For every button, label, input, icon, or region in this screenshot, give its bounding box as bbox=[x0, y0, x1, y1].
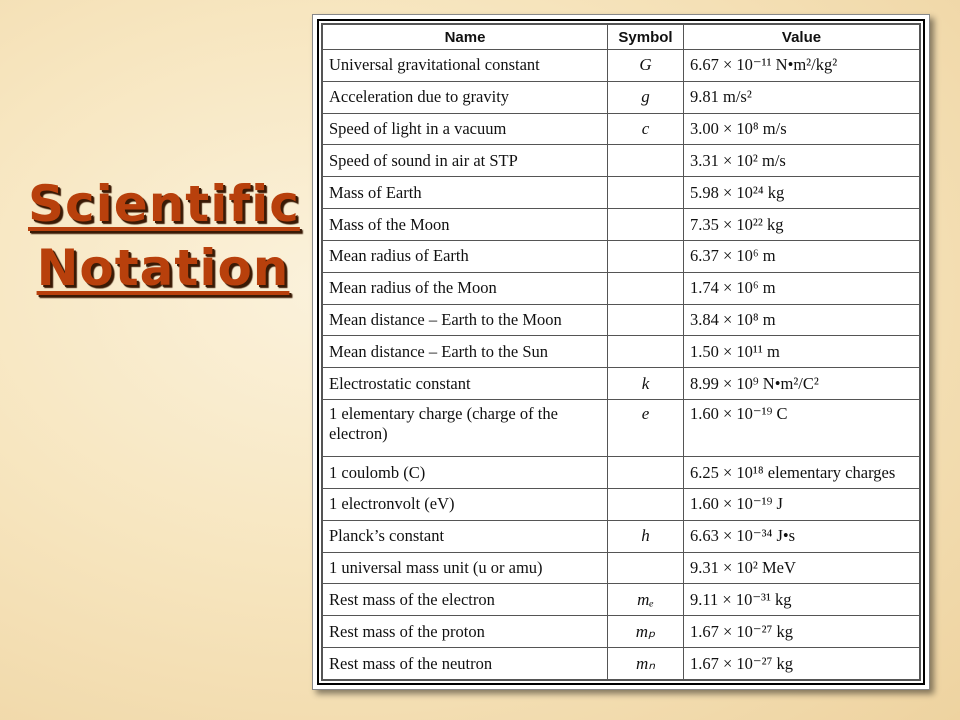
constant-value: 1.50 × 10¹¹ m bbox=[683, 335, 920, 369]
constant-name: Mean distance – Earth to the Sun bbox=[322, 335, 608, 369]
constant-value: 9.81 m/s² bbox=[683, 80, 920, 114]
constant-symbol: mₙ bbox=[607, 647, 684, 680]
constants-table: Name Symbol Value Universal gravitationa… bbox=[322, 24, 920, 680]
table-row: Rest mass of the neutron mₙ 1.67 × 10⁻²⁷ k… bbox=[322, 647, 920, 680]
constant-name: Rest mass of the proton bbox=[322, 615, 608, 649]
constant-value: 9.11 × 10⁻³¹ kg bbox=[683, 583, 920, 617]
constant-value: 1.67 × 10⁻²⁷ kg bbox=[683, 647, 920, 680]
constant-name: Mean radius of Earth bbox=[322, 239, 608, 273]
title-line-2: Notation bbox=[36, 239, 290, 297]
constant-name: Mean radius of the Moon bbox=[322, 271, 608, 305]
header-name: Name bbox=[322, 24, 608, 50]
constant-symbol: mₑ bbox=[607, 583, 684, 617]
table-row: Mass of the Moon 7.35 × 10²² kg bbox=[322, 208, 920, 241]
constant-symbol bbox=[607, 487, 684, 521]
constants-table-panel: Name Symbol Value Universal gravitationa… bbox=[312, 14, 930, 690]
table-row: Mean radius of Earth 6.37 × 10⁶ m bbox=[322, 239, 920, 273]
header-value: Value bbox=[683, 24, 920, 50]
header-symbol: Symbol bbox=[607, 24, 684, 50]
constant-value: 5.98 × 10²⁴ kg bbox=[683, 176, 920, 210]
table-row: Rest mass of the electron mₑ 9.11 × 10⁻³¹ … bbox=[322, 583, 920, 617]
constant-value: 6.37 × 10⁶ m bbox=[683, 239, 920, 273]
table-row: Planck’s constant h 6.63 × 10⁻³⁴ J•s bbox=[322, 519, 920, 553]
constant-name: Rest mass of the neutron bbox=[322, 647, 608, 680]
table-row: Mass of Earth 5.98 × 10²⁴ kg bbox=[322, 176, 920, 210]
page-title: Scientific Notation bbox=[28, 172, 300, 300]
table-header-row: Name Symbol Value bbox=[322, 24, 920, 50]
constant-symbol bbox=[607, 271, 684, 305]
constant-value: 6.25 × 10¹⁸ elementary charges bbox=[683, 456, 920, 489]
constant-symbol bbox=[607, 176, 684, 210]
constant-value: 3.00 × 10⁸ m/s bbox=[683, 112, 920, 146]
constant-symbol bbox=[607, 335, 684, 369]
constant-symbol: e bbox=[607, 399, 684, 458]
table-row: Speed of sound in air at STP 3.31 × 10² m… bbox=[322, 144, 920, 178]
table-row: 1 electronvolt (eV) 1.60 × 10⁻¹⁹ J bbox=[322, 487, 920, 521]
constant-value: 6.67 × 10⁻¹¹ N•m²/kg² bbox=[683, 49, 920, 82]
constant-symbol: c bbox=[607, 112, 684, 146]
constant-name: 1 electronvolt (eV) bbox=[322, 487, 608, 521]
table-row: 1 universal mass unit (u or amu) 9.31 × 1… bbox=[322, 551, 920, 585]
table-row: Electrostatic constant k 8.99 × 10⁹ N•m²/C… bbox=[322, 367, 920, 401]
table-row: Acceleration due to gravity g 9.81 m/s² bbox=[322, 80, 920, 114]
constant-symbol bbox=[607, 208, 684, 241]
constant-name: Rest mass of the electron bbox=[322, 583, 608, 617]
constant-symbol bbox=[607, 456, 684, 489]
constant-value: 1.74 × 10⁶ m bbox=[683, 271, 920, 305]
title-line-1: Scientific bbox=[28, 175, 300, 233]
constant-symbol bbox=[607, 239, 684, 273]
constant-symbol bbox=[607, 303, 684, 337]
constant-value: 1.67 × 10⁻²⁷ kg bbox=[683, 615, 920, 649]
constant-name: Speed of light in a vacuum bbox=[322, 112, 608, 146]
constant-name: Speed of sound in air at STP bbox=[322, 144, 608, 178]
constant-symbol: G bbox=[607, 49, 684, 82]
constant-value: 1.60 × 10⁻¹⁹ J bbox=[683, 487, 920, 521]
constant-name: 1 elementary charge (charge of the elect… bbox=[322, 399, 608, 458]
constant-value: 8.99 × 10⁹ N•m²/C² bbox=[683, 367, 920, 401]
constant-symbol: mₚ bbox=[607, 615, 684, 649]
constant-name: Mass of the Moon bbox=[322, 208, 608, 241]
constant-name: 1 coulomb (C) bbox=[322, 456, 608, 489]
constant-symbol bbox=[607, 144, 684, 178]
constant-value: 3.31 × 10² m/s bbox=[683, 144, 920, 178]
table-row: Universal gravitational constant G 6.67 × … bbox=[322, 49, 920, 82]
constant-value: 1.60 × 10⁻¹⁹ C bbox=[683, 399, 920, 458]
constant-symbol: g bbox=[607, 80, 684, 114]
constant-value: 7.35 × 10²² kg bbox=[683, 208, 920, 241]
constant-symbol: k bbox=[607, 367, 684, 401]
constant-value: 6.63 × 10⁻³⁴ J•s bbox=[683, 519, 920, 553]
table-row: Mean distance – Earth to the Sun 1.50 × 1… bbox=[322, 335, 920, 369]
table-row: Mean radius of the Moon 1.74 × 10⁶ m bbox=[322, 271, 920, 305]
constant-name: Mean distance – Earth to the Moon bbox=[322, 303, 608, 337]
table-row: Speed of light in a vacuum c 3.00 × 10⁸ m/… bbox=[322, 112, 920, 146]
constant-name: Mass of Earth bbox=[322, 176, 608, 210]
constant-name: Acceleration due to gravity bbox=[322, 80, 608, 114]
constant-name: 1 universal mass unit (u or amu) bbox=[322, 551, 608, 585]
constant-symbol: h bbox=[607, 519, 684, 553]
constant-symbol bbox=[607, 551, 684, 585]
table-row: 1 elementary charge (charge of the elect… bbox=[322, 399, 920, 458]
table-row: 1 coulomb (C) 6.25 × 10¹⁸ elementary char… bbox=[322, 456, 920, 489]
constant-value: 9.31 × 10² MeV bbox=[683, 551, 920, 585]
constant-value: 3.84 × 10⁸ m bbox=[683, 303, 920, 337]
table-row: Rest mass of the proton mₚ 1.67 × 10⁻²⁷ kg bbox=[322, 615, 920, 649]
constant-name: Electrostatic constant bbox=[322, 367, 608, 401]
table-row: Mean distance – Earth to the Moon 3.84 × … bbox=[322, 303, 920, 337]
constant-name: Universal gravitational constant bbox=[322, 49, 608, 82]
constant-name: Planck’s constant bbox=[322, 519, 608, 553]
